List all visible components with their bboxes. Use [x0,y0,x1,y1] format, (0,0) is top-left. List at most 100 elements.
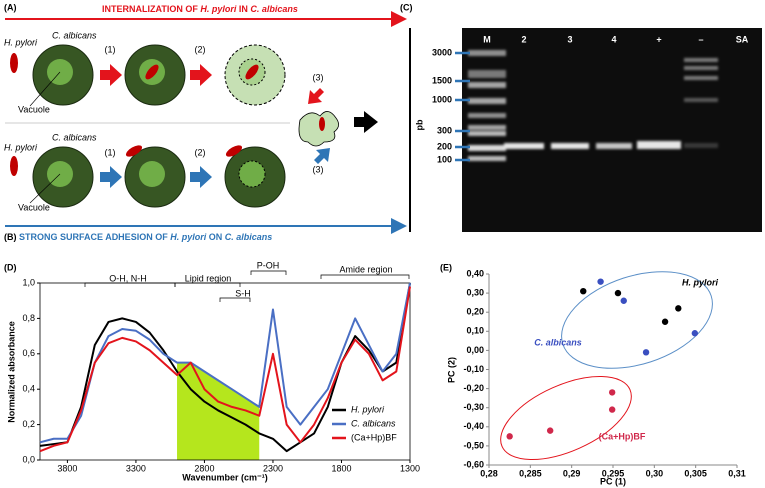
marker-label: 1000 [432,94,452,104]
marker-label: 100 [437,154,452,164]
y-tick-label: -0,60 [463,459,484,469]
cluster [561,271,713,369]
marker-label: 200 [437,141,452,151]
x-tick-label: 1300 [400,463,420,473]
lane-label: 2 [521,34,526,44]
y-tick-label: 0,0 [22,454,35,464]
y-tick-label: 0,4 [22,384,35,394]
step: (3) [313,72,324,82]
panel-label: (D) [4,262,17,272]
x-axis-title: PC (1) [600,476,626,486]
legend-label: C. albicans [351,418,396,428]
panel-label: (C) [400,2,413,12]
y-tick-label: -0,50 [463,440,484,450]
fragments [298,111,339,147]
lane-label: M [483,34,491,44]
y-axis-title: PC (2) [446,357,456,383]
point [608,406,616,413]
label: H. pylori [4,37,38,47]
panel-title: INTERNALIZATION OF H. pylori IN C. albic… [102,4,298,14]
arrow [100,166,122,188]
legend-label: H. pylori [351,404,385,414]
point [506,433,513,440]
cluster-label: C. albicans [534,337,582,347]
point [642,349,650,356]
region-label: S-H [235,288,251,298]
arrow [308,88,324,104]
point [620,297,627,304]
bacterium [10,156,18,176]
point [546,427,554,434]
point [580,287,587,295]
region-label: O-H, N-H [109,273,147,283]
y-axis-title: Normalized absorbance [6,321,16,423]
point [597,278,604,285]
step: (3) [313,164,324,174]
cluster [500,376,632,460]
region-label: P-OH [257,260,280,270]
label: Vacuole [18,202,50,212]
y-tick-label: 0,10 [466,326,484,336]
x-tick-label: 3800 [57,463,77,473]
arrow [190,166,212,188]
x-tick-label: 0,29 [563,468,581,478]
x-tick-label: 0,285 [519,468,542,478]
point [675,305,682,312]
x-tick-label: 2300 [263,463,283,473]
lane-label: + [656,34,661,44]
bacterium [10,53,18,73]
y-tick-label: 0,2 [22,419,35,429]
lane-label: SA [736,34,749,44]
x-tick-label: 0,28 [480,468,498,478]
plot-frame [39,282,411,461]
label: C. albicans [52,30,97,40]
axis-label: pb [414,119,424,130]
label: Vacuole [18,104,50,114]
y-tick-label: 0,30 [466,287,484,297]
panel-label: (E) [440,262,452,272]
panel-e: (E) PC (2) PC (1) H. pylori C. albicans … [440,262,719,486]
x-tick-label: 1800 [331,463,351,473]
region-label: Lipid region [185,273,232,283]
step: (2) [195,44,206,54]
x-tick-label: 3300 [126,463,146,473]
y-tick-label: 0,20 [466,307,484,317]
marker-label: 3000 [432,47,452,57]
lane-label: – [698,34,703,44]
point [614,289,622,297]
cluster-label: H. pylori [682,277,719,287]
region-label: Amide region [339,264,392,274]
x-axis-title: Wavenumber (cm⁻¹) [182,472,267,482]
series-line [39,286,411,453]
x-tick-label: 0,30 [646,468,664,478]
step: (1) [105,147,116,157]
arrow [100,64,122,86]
panel-d: (D) Normalized absorbance Wavenumber (cm… [4,260,410,482]
panel-label: (A) [4,2,17,12]
y-tick-label: -0,20 [463,383,484,393]
step: (2) [195,147,206,157]
panel-a: (A) INTERNALIZATION OF H. pylori IN C. a… [4,2,407,242]
label: C. albicans [52,132,97,142]
y-tick-label: -0,40 [463,421,484,431]
y-tick-label: 0,8 [22,313,35,323]
y-tick-label: 0,00 [466,345,484,355]
label: H. pylori [4,142,38,152]
point [691,330,699,337]
point [661,318,669,325]
x-tick-label: 0,31 [728,468,746,478]
point [608,389,616,396]
lane-label: 4 [611,34,616,44]
arrow [354,111,378,133]
series-line [39,282,411,444]
step: (1) [105,44,116,54]
panel-title: (B) STRONG SURFACE ADHESION OF H. pylori… [4,232,272,242]
y-tick-label: 1,0 [22,277,35,287]
y-tick-label: -0,10 [463,364,484,374]
x-tick-label: 0,295 [602,468,625,478]
cluster-label: (Ca+Hp)BF [599,431,646,441]
legend-label: (Ca+Hp)BF [351,432,397,442]
marker-label: 1500 [432,75,452,85]
x-tick-label: 2800 [194,463,214,473]
